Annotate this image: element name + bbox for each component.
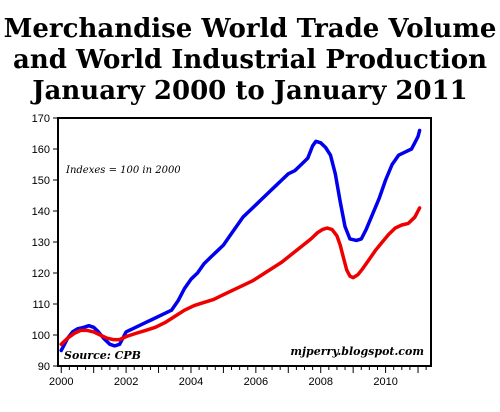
y-tick-label: 110 bbox=[32, 299, 50, 311]
y-tick-label: 150 bbox=[32, 175, 50, 187]
x-tick-label: 2010 bbox=[373, 376, 397, 388]
chart-title-line-2: and World Industrial Production bbox=[13, 45, 487, 75]
chart-title-line-3: January 2000 to January 2011 bbox=[32, 76, 468, 106]
y-tick-label: 140 bbox=[32, 206, 50, 218]
axis-layer: 90 100 110 120 130 140 150 160 170 2000 2002 2004 20… bbox=[32, 113, 427, 388]
plot-frame bbox=[57, 117, 432, 367]
y-tick-label: 170 bbox=[32, 113, 50, 125]
y-tick-label: 130 bbox=[32, 237, 50, 249]
chart-title: Merchandise World Trade Volume and World… bbox=[0, 14, 500, 107]
x-tick-label: 2008 bbox=[308, 376, 332, 388]
y-tick-label: 160 bbox=[32, 144, 50, 156]
x-tick-label: 2002 bbox=[114, 376, 138, 388]
x-tick-label: 2000 bbox=[49, 376, 73, 388]
source-label: Source: CPB bbox=[64, 349, 141, 362]
credit-label: mjperry.blogspot.com bbox=[290, 345, 424, 358]
chart-title-line-1: Merchandise World Trade Volume bbox=[3, 14, 497, 44]
x-tick-label: 2006 bbox=[244, 376, 268, 388]
y-tick-label: 120 bbox=[32, 268, 50, 280]
index-note: Indexes = 100 in 2000 bbox=[65, 165, 181, 176]
series-layer bbox=[59, 128, 422, 353]
series-line-blue bbox=[59, 128, 422, 353]
y-tick-label: 100 bbox=[32, 330, 50, 342]
series-line-red bbox=[59, 206, 422, 347]
y-tick-label: 90 bbox=[38, 361, 50, 373]
x-tick-label: 2004 bbox=[179, 376, 203, 388]
